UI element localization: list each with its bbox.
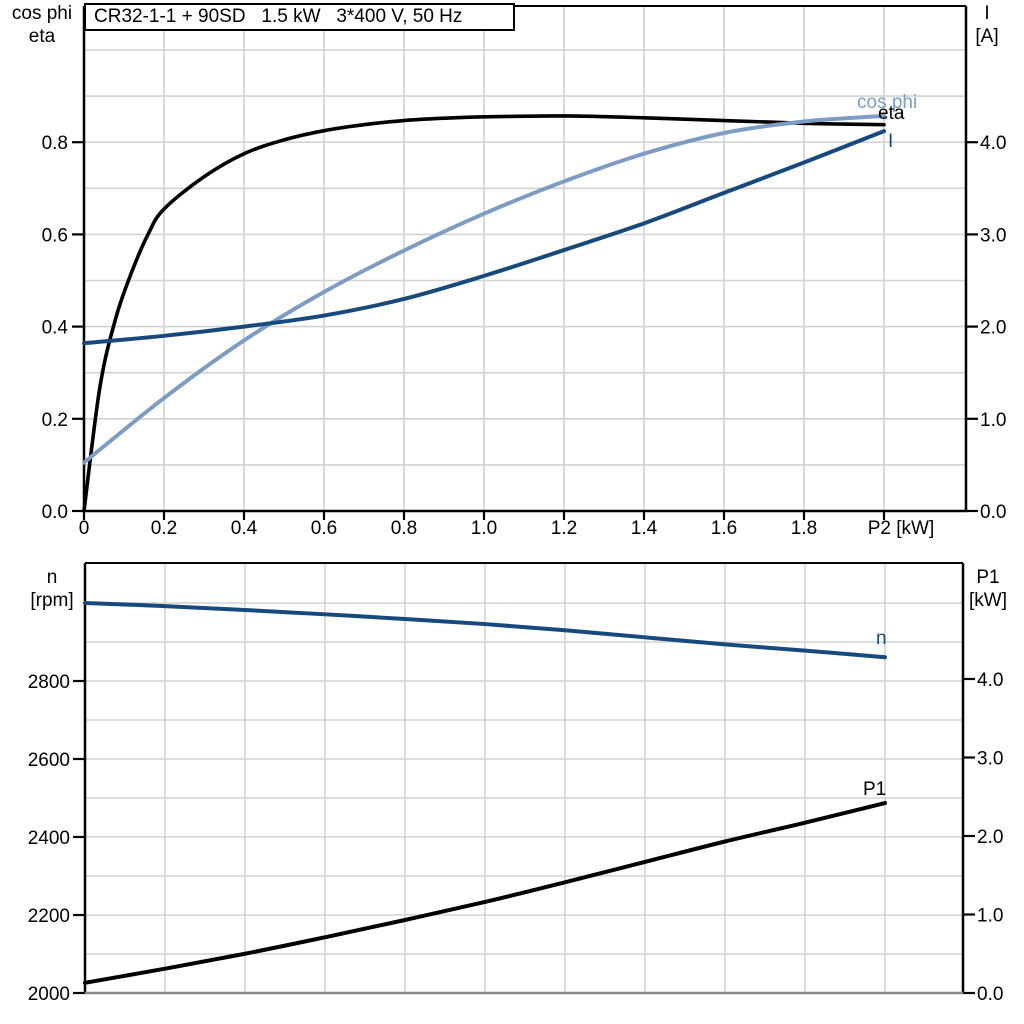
bottom-right-axis-title-line2: [kW] — [969, 590, 1007, 611]
bottom-left-axis-title-line2: [rpm] — [30, 590, 74, 611]
right-tick-label: 2.0 — [977, 827, 1003, 848]
bottom-left-axis-title: n [rpm] — [16, 566, 88, 612]
right-tick-label: 1.0 — [977, 906, 1003, 927]
x-tick-label: 1.8 — [791, 518, 817, 539]
right-tick-label: 1.0 — [980, 410, 1006, 431]
right-tick-label: 4.0 — [977, 670, 1003, 691]
right-tick-label: 0.0 — [977, 984, 1003, 1005]
bottom-right-axis-title-line1: P1 — [976, 567, 1000, 588]
x-tick-label: 1.6 — [711, 518, 737, 539]
current-curve-label: I — [888, 131, 894, 152]
left-tick-label: 0.6 — [42, 225, 68, 246]
right-tick-label: 0.0 — [980, 502, 1006, 523]
left-tick-label: 0.4 — [42, 318, 69, 339]
x-tick-label: 0.6 — [311, 518, 337, 539]
left-tick-label: 2800 — [28, 672, 70, 693]
x-tick-label: 1.0 — [471, 518, 497, 539]
x-tick-label: 1.4 — [631, 518, 658, 539]
eta-curve — [82, 114, 886, 513]
right-tick-label: 3.0 — [980, 225, 1006, 246]
bottom-left-axis-title-line1: n — [46, 567, 58, 588]
x-tick-label: 0 — [79, 518, 90, 539]
top-right-axis-title-line1: I — [984, 3, 990, 24]
x-tick-label: 0.4 — [231, 518, 258, 539]
left-tick-label: 0.2 — [42, 410, 68, 431]
cos-phi-curve-label: cos phi — [857, 92, 918, 113]
left-tick-label: 0.8 — [42, 133, 68, 154]
power-curve-label: P1 — [863, 779, 887, 800]
x-tick-label: 0.8 — [391, 518, 417, 539]
top-right-axis-title-line2: [A] — [975, 26, 999, 47]
bottom-right-axis-title: P1 [kW] — [953, 566, 1023, 612]
left-tick-label: 2600 — [28, 750, 70, 771]
chart-title-box: CR32-1-1 + 90SD 1.5 kW 3*400 V, 50 Hz — [84, 3, 515, 31]
left-tick-label: 0.0 — [42, 502, 68, 523]
power-p1-curve — [83, 801, 887, 985]
right-tick-label: 2.0 — [980, 318, 1006, 339]
x-axis-unit-label: P2 [kW] — [868, 518, 935, 539]
speed-curve-label: n — [876, 628, 887, 649]
left-tick-label: 2400 — [28, 828, 70, 849]
left-tick-label: 2200 — [28, 906, 70, 927]
cos-phi-curve — [82, 113, 886, 465]
top-left-axis-title: cos phi eta — [2, 2, 82, 48]
current-curve — [82, 129, 886, 346]
top-left-axis-title-line2: eta — [28, 26, 56, 47]
left-tick-label: 2000 — [28, 984, 70, 1005]
x-tick-label: 1.2 — [551, 518, 577, 539]
eta-curve-label: eta — [878, 103, 905, 124]
right-tick-label: 3.0 — [977, 749, 1003, 770]
top-left-axis-title-line1: cos phi — [11, 3, 73, 24]
speed-curve — [83, 601, 887, 660]
top-right-axis-title: I [A] — [952, 2, 1022, 48]
x-tick-label: 0.2 — [151, 518, 177, 539]
right-tick-label: 4.0 — [980, 133, 1006, 154]
